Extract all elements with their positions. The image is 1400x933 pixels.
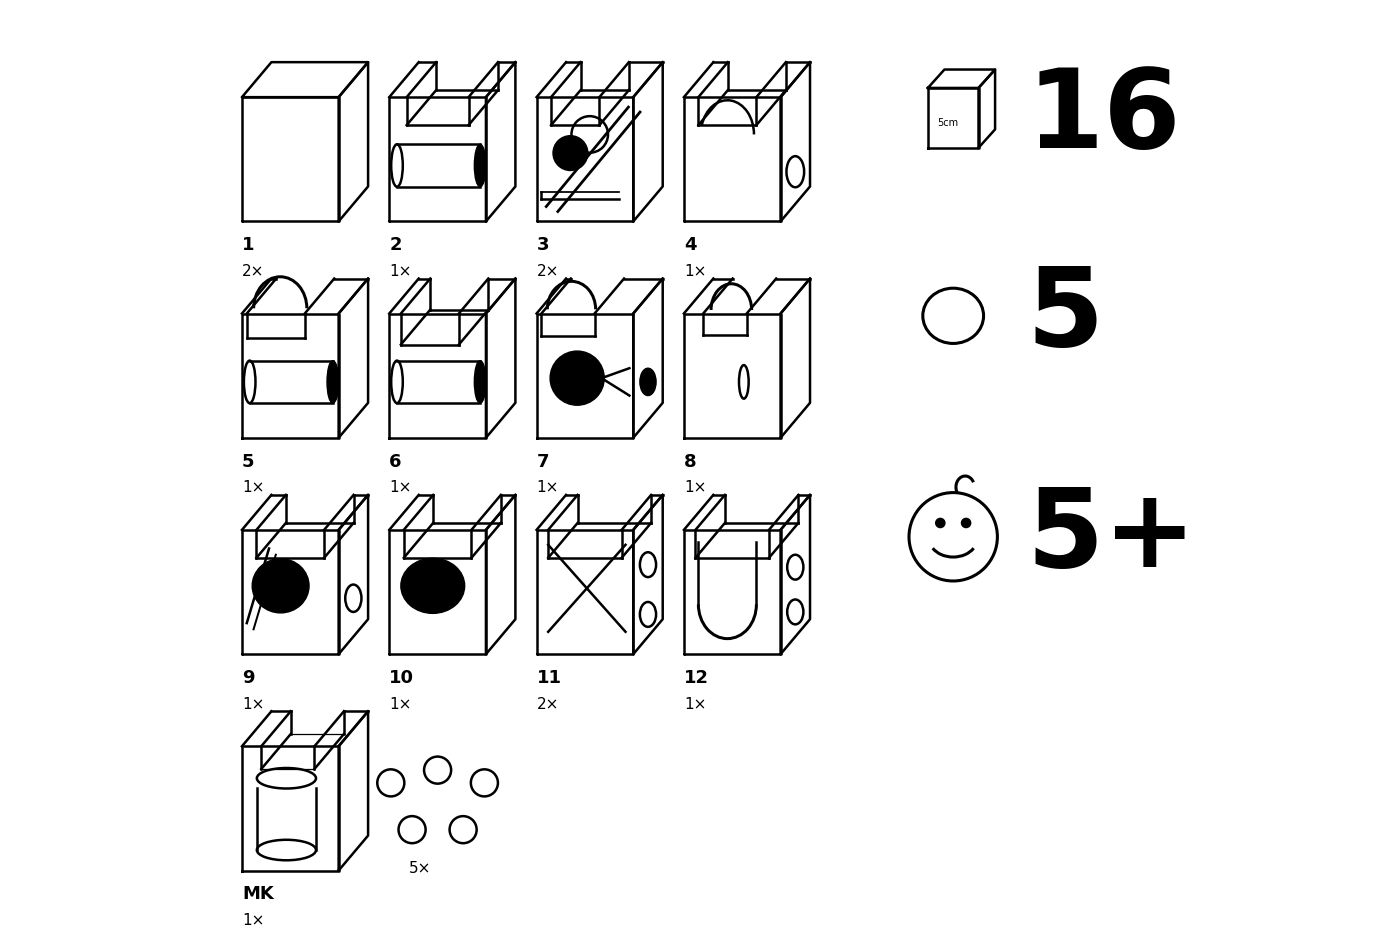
Text: 16: 16 [1026, 64, 1182, 172]
Text: 12: 12 [683, 669, 708, 687]
Text: 11: 11 [536, 669, 561, 687]
Ellipse shape [400, 558, 465, 613]
Text: 1×: 1× [389, 264, 412, 279]
Text: 5cm: 5cm [938, 118, 959, 128]
Text: 5: 5 [242, 453, 255, 470]
Ellipse shape [550, 351, 605, 405]
Text: 9: 9 [242, 669, 255, 687]
Text: 5+: 5+ [1026, 483, 1197, 591]
Ellipse shape [553, 135, 588, 171]
Text: 2×: 2× [536, 697, 559, 712]
Circle shape [962, 519, 970, 527]
Ellipse shape [328, 361, 339, 403]
Ellipse shape [640, 369, 657, 396]
Text: 1: 1 [242, 236, 255, 254]
Text: 7: 7 [536, 453, 549, 470]
Text: 1×: 1× [683, 480, 706, 495]
Text: 2: 2 [389, 236, 402, 254]
Ellipse shape [252, 559, 309, 613]
Text: 10: 10 [389, 669, 414, 687]
Text: 6: 6 [389, 453, 402, 470]
Ellipse shape [475, 361, 486, 403]
Text: 1×: 1× [536, 480, 559, 495]
Text: 1×: 1× [389, 697, 412, 712]
Text: 1×: 1× [242, 912, 265, 928]
Text: 5: 5 [1026, 262, 1105, 369]
Text: 1×: 1× [683, 697, 706, 712]
Text: 1×: 1× [242, 697, 265, 712]
Circle shape [935, 519, 945, 527]
Text: 2×: 2× [536, 264, 559, 279]
Text: 1×: 1× [683, 264, 706, 279]
Text: 4: 4 [683, 236, 696, 254]
Text: 2×: 2× [242, 264, 265, 279]
Ellipse shape [475, 145, 486, 187]
Text: 1×: 1× [242, 480, 265, 495]
Text: 3: 3 [536, 236, 549, 254]
Text: 1×: 1× [389, 480, 412, 495]
Text: MK: MK [242, 885, 273, 903]
Text: 5×: 5× [409, 861, 431, 876]
Text: 8: 8 [683, 453, 697, 470]
